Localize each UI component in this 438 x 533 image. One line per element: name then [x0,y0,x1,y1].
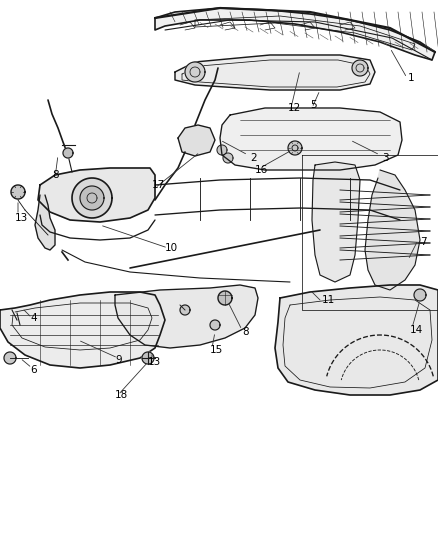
Polygon shape [38,168,155,222]
Text: 18: 18 [115,390,128,400]
Polygon shape [210,320,220,330]
Polygon shape [115,285,258,348]
Text: 10: 10 [165,243,178,253]
Text: 4: 4 [30,313,37,323]
Text: 8: 8 [242,327,249,337]
Polygon shape [178,125,215,156]
Polygon shape [142,352,154,364]
Text: 12: 12 [288,103,301,113]
Polygon shape [312,162,360,282]
Polygon shape [218,291,232,305]
Polygon shape [217,145,227,155]
Polygon shape [175,55,375,90]
Text: 3: 3 [382,153,389,163]
Polygon shape [414,289,426,301]
Polygon shape [155,8,435,60]
Text: 5: 5 [310,100,317,110]
Polygon shape [72,178,112,218]
Polygon shape [35,195,55,250]
Polygon shape [80,186,104,210]
Polygon shape [185,62,205,82]
Text: 16: 16 [255,165,268,175]
Text: 11: 11 [322,295,335,305]
Polygon shape [352,60,368,76]
Text: 1: 1 [408,73,415,83]
Polygon shape [223,153,233,163]
Polygon shape [288,141,302,155]
Text: 15: 15 [210,345,223,355]
Polygon shape [11,185,25,199]
Text: 13: 13 [148,357,161,367]
Polygon shape [180,305,190,315]
Text: 2: 2 [250,153,257,163]
Polygon shape [275,285,438,395]
Polygon shape [220,108,402,170]
Text: 6: 6 [30,365,37,375]
Text: 7: 7 [420,237,427,247]
Text: 14: 14 [410,325,423,335]
Text: 8: 8 [52,170,59,180]
Text: 9: 9 [115,355,122,365]
Polygon shape [365,170,420,290]
Polygon shape [63,148,73,158]
Text: 13: 13 [15,213,28,223]
Polygon shape [4,352,16,364]
Text: 17: 17 [152,180,165,190]
Polygon shape [0,292,165,368]
